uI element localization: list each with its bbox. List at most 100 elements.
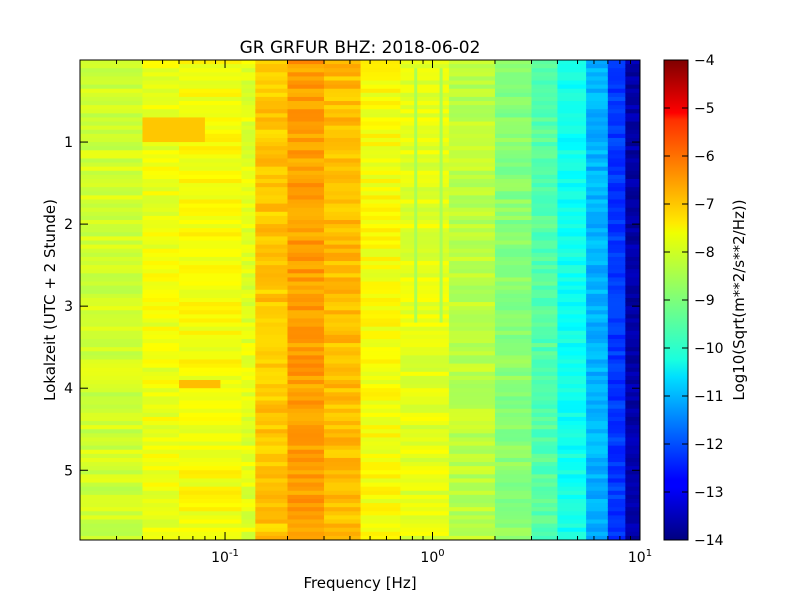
heatmap-cell [324, 490, 362, 496]
heatmap-cell [142, 437, 180, 443]
heatmap-cell [360, 72, 401, 78]
heatmap-cell [607, 462, 626, 467]
heatmap-cell [607, 490, 626, 496]
heatmap-cell [179, 178, 243, 184]
heatmap-cell [255, 84, 289, 90]
heatmap-cell [625, 261, 640, 266]
heatmap-cell [400, 195, 450, 201]
heatmap-cell [448, 330, 496, 336]
heatmap-cell [557, 265, 587, 270]
heatmap-cell [448, 351, 496, 356]
heatmap-cell [531, 408, 559, 414]
heatmap-cell [625, 486, 640, 492]
heatmap-cell [400, 523, 450, 529]
heatmap-cell [531, 256, 559, 262]
heatmap-cell [557, 88, 587, 94]
heatmap-cell [586, 117, 609, 123]
heatmap-cell [494, 248, 533, 254]
heatmap-cell [287, 334, 325, 340]
heatmap-cell [360, 174, 401, 180]
heatmap-cell [324, 421, 362, 426]
heatmap-cell [80, 503, 144, 508]
heatmap-cell [586, 281, 609, 287]
heatmap-cell [324, 457, 362, 463]
heatmap-cell [448, 334, 496, 340]
heatmap-cell [494, 117, 533, 123]
heatmap-cell [287, 503, 325, 508]
heatmap-cell [625, 154, 640, 160]
heatmap-cell [400, 437, 450, 443]
heatmap-cell [360, 343, 401, 348]
heatmap-cell [586, 195, 609, 201]
heatmap-cell [179, 507, 243, 512]
heatmap-cell [400, 527, 450, 533]
heatmap-cell [142, 527, 180, 533]
heatmap-cell [494, 433, 533, 439]
heatmap-cell [586, 445, 609, 451]
heatmap-cell [494, 215, 533, 221]
heatmap-cell [494, 154, 533, 160]
heatmap-cell [287, 289, 325, 295]
heatmap-cell [255, 273, 289, 279]
heatmap-cell [448, 486, 496, 492]
heatmap-cell [531, 158, 559, 164]
heatmap-cell [179, 269, 243, 274]
heatmap-cell [80, 412, 144, 418]
heatmap-cell [80, 466, 144, 471]
heatmap-cell [324, 125, 362, 131]
heatmap-cell [607, 437, 626, 443]
heatmap-cell [142, 68, 180, 73]
heatmap-cell [255, 498, 289, 504]
heatmap-cell [255, 240, 289, 246]
heatmap-cell [360, 207, 401, 213]
heatmap-cell [80, 388, 144, 393]
heatmap-cell [324, 60, 362, 65]
heatmap-cell [179, 191, 243, 196]
heatmap-cell [557, 494, 587, 500]
heatmap-cell [241, 109, 256, 114]
heatmap-cell [607, 129, 626, 135]
heatmap-cell [241, 105, 256, 110]
heatmap-cell [586, 322, 609, 328]
heatmap-cell [625, 215, 640, 221]
heatmap-cell [400, 306, 450, 311]
heatmap-cell [255, 113, 289, 119]
heatmap-cell [324, 96, 362, 102]
heatmap-cell [586, 129, 609, 135]
heatmap-cell [531, 388, 559, 393]
heatmap-cell [586, 224, 609, 229]
heatmap-cell [360, 380, 401, 385]
heatmap-cell [557, 158, 587, 164]
heatmap-cell [324, 129, 362, 135]
heatmap-cell [80, 228, 144, 233]
heatmap-cell [494, 380, 533, 385]
heatmap-cell [625, 445, 640, 451]
heatmap-cell [557, 375, 587, 381]
heatmap-cell [531, 351, 559, 356]
heatmap-cell [324, 199, 362, 205]
heatmap-cell [531, 507, 559, 512]
heatmap-cell [586, 318, 609, 324]
heatmap-cell [448, 166, 496, 172]
heatmap-cell [324, 367, 362, 373]
heatmap-cell [625, 232, 640, 238]
heatmap-cell [287, 330, 325, 336]
heatmap-cell [607, 113, 626, 119]
heatmap-cell [287, 375, 325, 381]
heatmap-cell [360, 412, 401, 418]
heatmap-cell [360, 211, 401, 217]
heatmap-cell [448, 289, 496, 295]
heatmap-cell [255, 285, 289, 291]
heatmap-cell [142, 494, 180, 500]
heatmap-cell [80, 437, 144, 443]
heatmap-cell [142, 105, 180, 110]
heatmap-cell [448, 228, 496, 233]
heatmap-cell [324, 240, 362, 246]
heatmap-cell [557, 248, 587, 254]
heatmap-cell [448, 146, 496, 151]
heatmap-cell [360, 191, 401, 196]
heatmap-cell [255, 445, 289, 451]
heatmap-cell [80, 404, 144, 410]
heatmap-cell [448, 60, 496, 65]
